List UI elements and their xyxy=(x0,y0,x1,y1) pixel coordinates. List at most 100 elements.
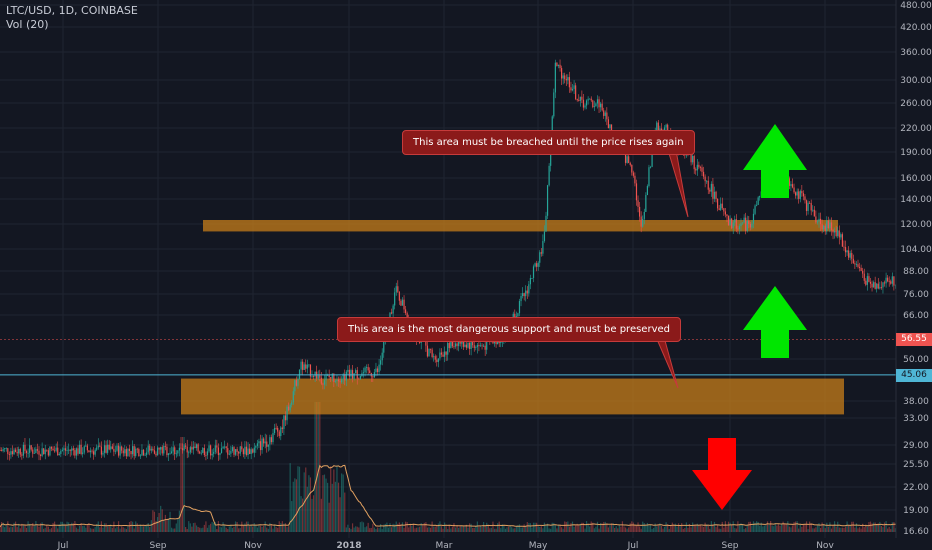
candle-body xyxy=(344,374,346,381)
candle-body xyxy=(119,446,121,456)
volume-bar xyxy=(426,527,429,532)
candle-body xyxy=(478,345,480,347)
volume-bar xyxy=(702,527,705,532)
candle-body xyxy=(841,234,843,247)
volume-bar xyxy=(866,526,868,532)
candle-body xyxy=(75,448,78,456)
volume-bar xyxy=(327,482,329,532)
volume-bar xyxy=(54,521,56,532)
volume-bar xyxy=(2,522,4,532)
volume-bar xyxy=(863,527,865,532)
volume-bar xyxy=(21,523,23,532)
volume-bar xyxy=(294,478,296,532)
zone-resistance xyxy=(203,219,838,232)
candle-body xyxy=(874,282,876,289)
volume-bar xyxy=(277,527,279,532)
volume-bar xyxy=(242,525,244,532)
volume-bar xyxy=(727,521,730,532)
candle-body xyxy=(815,216,817,223)
candle-body xyxy=(834,231,836,233)
volume-bar xyxy=(406,522,408,532)
candle-body xyxy=(130,450,132,455)
volume-bar xyxy=(735,528,737,532)
candle-body xyxy=(359,376,361,379)
candle-body xyxy=(219,452,221,456)
candle-body xyxy=(24,444,26,451)
candle-body xyxy=(272,433,274,443)
candle-body xyxy=(576,99,578,101)
candle-body xyxy=(278,431,280,437)
candle-body xyxy=(172,447,174,452)
volume-bar xyxy=(297,466,299,532)
candle-body xyxy=(799,191,801,199)
volume-bar xyxy=(342,474,344,532)
volume-bar xyxy=(518,524,521,532)
candle-body xyxy=(83,446,85,453)
volume-bar xyxy=(83,525,85,532)
volume-bar xyxy=(873,522,875,532)
volume-bar xyxy=(740,523,742,532)
y-tick-label: 190.00 xyxy=(900,148,932,158)
volume-bar xyxy=(612,523,614,532)
volume-bar xyxy=(169,511,171,532)
candle-body xyxy=(486,337,488,350)
candle-body xyxy=(381,352,383,361)
candle-body xyxy=(665,124,667,128)
candle-body xyxy=(751,223,753,228)
volume-bar xyxy=(851,521,853,532)
volume-bar xyxy=(561,527,563,532)
arrow-up-icon xyxy=(743,124,807,198)
candle-body xyxy=(741,222,744,224)
candle-body xyxy=(805,200,808,211)
volume-bar xyxy=(726,526,728,532)
volume-bar xyxy=(880,525,882,532)
candle-body xyxy=(230,451,232,454)
candle-body xyxy=(49,446,51,456)
candle-body xyxy=(169,453,171,455)
volume-bar xyxy=(269,522,271,532)
candle-body xyxy=(5,448,7,449)
volume-bar xyxy=(887,528,889,532)
candle-body xyxy=(403,299,405,310)
volume-bar xyxy=(230,524,232,532)
candle-body xyxy=(234,449,237,455)
volume-bar xyxy=(234,521,237,532)
candle-body xyxy=(166,446,168,456)
candle-body xyxy=(99,445,101,447)
volume-bar xyxy=(749,521,751,532)
candle-body xyxy=(883,282,886,284)
candle-body xyxy=(269,437,271,445)
candle-body xyxy=(891,276,893,284)
volume-bar xyxy=(152,510,154,532)
candle-body xyxy=(565,78,567,81)
volume-bar xyxy=(890,528,892,532)
candle-body xyxy=(740,223,742,227)
volume-bar xyxy=(61,521,63,532)
candle-body xyxy=(105,445,107,453)
candle-body xyxy=(523,293,525,297)
candle-body xyxy=(637,200,639,207)
volume-bar xyxy=(754,522,756,532)
candle-body xyxy=(333,373,335,382)
candle-body xyxy=(47,450,49,456)
volume-bar xyxy=(553,522,555,532)
volume-bar xyxy=(205,521,207,532)
volume-bar xyxy=(498,521,500,532)
volume-bar xyxy=(283,523,285,532)
volume-bar xyxy=(709,528,711,532)
volume-bar xyxy=(707,525,709,532)
candle-body xyxy=(7,448,9,455)
volume-bar xyxy=(380,524,382,532)
candle-body xyxy=(649,166,652,168)
candle-body xyxy=(592,100,594,108)
volume-bar xyxy=(125,528,127,532)
volume-bar xyxy=(743,528,745,532)
volume-bar xyxy=(763,525,765,532)
candle-body xyxy=(865,280,867,285)
volume-bar xyxy=(36,525,39,532)
volume-bar xyxy=(255,524,257,532)
volume-bar xyxy=(273,524,276,532)
candle-body xyxy=(111,446,113,449)
candle-body xyxy=(844,247,847,253)
